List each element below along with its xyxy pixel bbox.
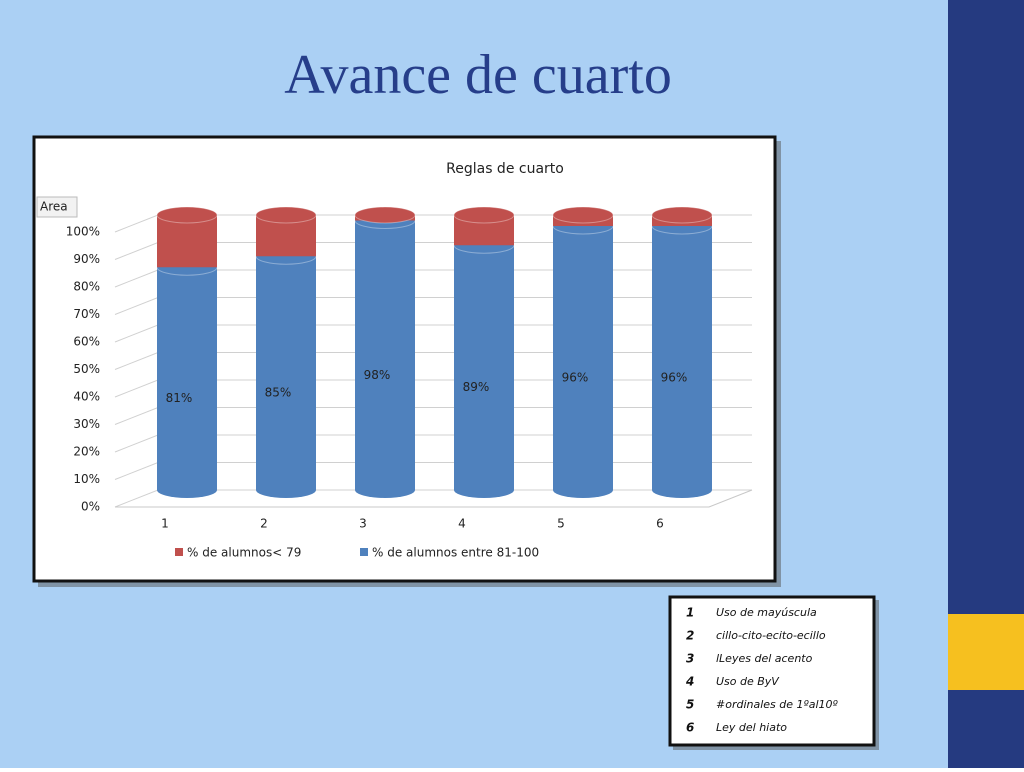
bar-top [255,206,317,224]
bar [652,226,712,490]
bar [454,245,514,490]
y-tick-label: 60% [73,335,100,349]
x-tick-label: 2 [260,517,268,531]
legend-table [668,595,876,747]
bar-top [156,206,218,224]
y-tick-label: 70% [73,307,100,321]
y-tick-label: 80% [73,280,100,294]
table-number: 5 [686,698,694,712]
table-text: cillo-cito-ecito-ecillo [716,629,826,642]
y-tick-label: 100% [66,225,100,239]
y-tick-label: 90% [73,252,100,266]
slide-title: Avance de cuarto [284,44,672,106]
y-tick-label: 30% [73,417,100,431]
data-label: 85% [265,386,292,400]
x-tick-label: 6 [656,517,664,531]
legend-table-rows: 1 Uso de mayúscula 2 cillo-cito-ecito-ecill… [685,606,838,735]
bar [355,220,415,490]
table-text: Uso de ByV [716,675,780,688]
area-label: Area [40,200,68,214]
bar [157,267,217,490]
legend-label: % de alumnos entre 81-100 [372,546,539,560]
table-text: #ordinales de 1ºal10º [716,698,838,711]
table-text: Ley del hiato [716,721,787,734]
x-tick-label: 5 [557,517,565,531]
x-tick-label: 1 [161,517,169,531]
bar-top [354,206,416,224]
data-label: 98% [364,368,391,382]
legend-swatch [360,548,368,556]
y-tick-label: 50% [73,362,100,376]
table-number: 4 [685,675,694,689]
x-tick-label: 4 [458,517,466,531]
x-tick-label: 3 [359,517,367,531]
data-label: 96% [661,371,688,385]
table-number: 3 [686,652,694,666]
table-number: 6 [686,721,694,735]
area-label-box [36,196,78,218]
data-label: 96% [562,371,589,385]
table-text: Uso de mayúscula [716,606,817,619]
bar [553,226,613,490]
side-accent [948,614,1024,690]
y-tick-label: 0% [81,500,100,514]
y-tick-label: 40% [73,390,100,404]
y-tick-label: 20% [73,445,100,459]
chart-title: Reglas de cuarto [446,161,564,177]
y-tick-label: 10% [73,472,100,486]
bar [256,256,316,490]
table-text: lLeyes del acento [716,652,813,665]
floor-edge [115,489,753,508]
legend-label: % de alumnos< 79 [187,546,301,560]
table-number: 2 [686,629,694,643]
bar-top [552,206,614,224]
table-number: 1 [686,606,694,620]
data-label: 89% [463,380,490,394]
data-label: 81% [166,391,193,405]
bar-top [453,206,515,224]
bar-top [651,206,713,224]
plot: 0% 10% 20% 30% 40% 50% 60% 70% 80% 90% 100% 1 81% 2 85… [66,206,753,560]
bar [157,215,217,268]
legend-swatch [175,548,183,556]
